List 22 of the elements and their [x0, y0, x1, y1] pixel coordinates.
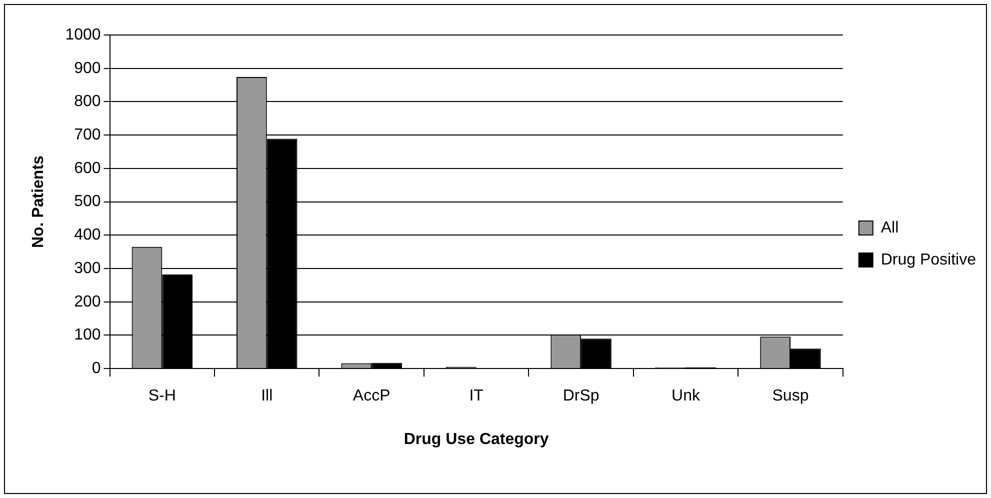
y-tick-label: 700 — [74, 126, 101, 144]
x-tick-label: Susp — [772, 388, 809, 405]
y-tick-label: 200 — [74, 293, 101, 310]
y-tick-label: 0 — [92, 360, 101, 378]
x-tick-label: DrSp — [562, 388, 600, 405]
y-axis-title: No. Patients — [30, 155, 48, 248]
legend-label: All — [880, 219, 899, 236]
y-tick-label: 1000 — [65, 26, 101, 44]
legend-label: Drug Positive — [880, 251, 976, 268]
y-tick-label: 800 — [74, 93, 101, 110]
x-tick-label: Ill — [261, 388, 273, 405]
x-tick-label: IT — [469, 388, 484, 405]
x-tick-label: S-H — [148, 388, 176, 405]
x-tick-label: AccP — [352, 388, 390, 405]
y-tick-label: 300 — [74, 260, 101, 277]
y-tick-label: 500 — [74, 193, 101, 210]
x-axis-title: Drug Use Category — [404, 430, 549, 448]
y-tick-label: 400 — [74, 226, 101, 244]
y-tick-label: 100 — [74, 326, 101, 344]
x-tick-label: Unk — [672, 388, 701, 405]
y-tick-label: 900 — [74, 60, 101, 77]
y-tick-label: 600 — [74, 160, 101, 177]
